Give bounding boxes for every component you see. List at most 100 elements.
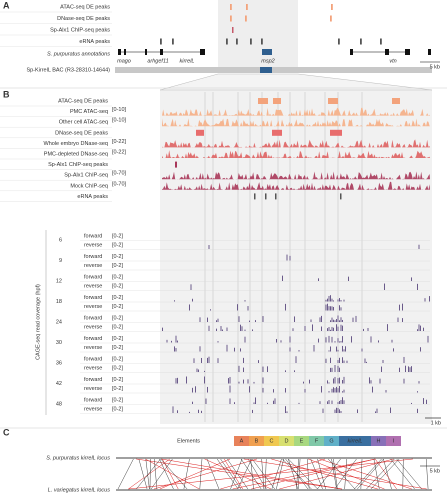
cage-read xyxy=(409,367,411,372)
cage-read xyxy=(286,411,288,413)
cage-read xyxy=(336,407,337,413)
cage-read xyxy=(330,357,331,363)
track-label: eRNA peaks xyxy=(77,194,108,200)
synteny-link xyxy=(223,458,243,490)
cage-read xyxy=(339,377,340,384)
range-label: [0-2] xyxy=(112,304,123,310)
cage-read xyxy=(325,358,327,363)
synteny-link xyxy=(354,458,382,490)
synteny-link xyxy=(159,458,231,490)
range-label: [0-2] xyxy=(112,386,123,392)
range-label: [0-2] xyxy=(112,283,123,289)
cage-read xyxy=(328,400,330,404)
cage-read xyxy=(244,300,246,302)
element-box xyxy=(386,436,401,446)
synteny-link xyxy=(402,458,404,490)
cage-axis-label: CAGE-seq read coverage (hpf) xyxy=(35,284,41,360)
peak xyxy=(226,38,228,45)
cage-read xyxy=(382,359,384,363)
cage-read xyxy=(337,360,339,363)
synteny-link xyxy=(333,458,338,490)
cage-read xyxy=(247,379,249,384)
cage-read xyxy=(334,388,336,393)
cage-read xyxy=(201,357,202,363)
synteny-link xyxy=(366,458,395,490)
cage-read xyxy=(328,350,330,352)
exon xyxy=(200,49,205,55)
range-label: [0-2] xyxy=(112,274,123,280)
cage-read xyxy=(384,283,385,290)
cage-read xyxy=(253,402,255,404)
cage-read xyxy=(334,320,336,322)
strand-label: reverse xyxy=(84,263,102,269)
strand-label: reverse xyxy=(84,386,102,392)
synteny-link xyxy=(396,458,422,490)
cage-read xyxy=(339,400,340,404)
synteny-link xyxy=(128,458,171,490)
element-box xyxy=(339,436,371,446)
strand-label: forward xyxy=(84,397,102,403)
cage-read xyxy=(285,406,286,413)
cage-read xyxy=(337,407,339,413)
cage-read xyxy=(258,360,259,363)
cage-read xyxy=(340,410,342,413)
cage-read xyxy=(423,327,424,331)
highlight-a xyxy=(218,0,298,72)
synteny-link xyxy=(264,458,267,490)
cage-read xyxy=(237,304,238,311)
cage-read xyxy=(336,324,337,331)
cage-read xyxy=(192,401,193,404)
cage-read xyxy=(417,408,418,413)
synteny-link xyxy=(160,458,188,490)
cage-read xyxy=(289,255,291,261)
cage-read xyxy=(192,298,193,302)
cage-read xyxy=(208,245,210,249)
cage-read xyxy=(327,298,328,302)
cage-read xyxy=(328,306,330,311)
cage-read xyxy=(333,319,334,322)
track-label: Sp-Alx1 ChIP-seq peaks xyxy=(48,162,108,168)
cage-read xyxy=(229,398,231,404)
cage-read xyxy=(417,283,418,290)
cage-read xyxy=(333,300,334,302)
track-label: PMC-depleted DNase-seq xyxy=(44,151,108,157)
cage-read xyxy=(174,346,175,352)
peak xyxy=(254,193,256,200)
element-box xyxy=(249,436,264,446)
cage-read xyxy=(333,306,334,311)
strand-label: reverse xyxy=(84,304,102,310)
cage-read xyxy=(186,376,187,384)
cage-read xyxy=(220,326,222,331)
cage-read xyxy=(234,347,235,352)
cage-read xyxy=(303,381,304,384)
peak xyxy=(245,15,247,22)
cage-read xyxy=(294,370,295,372)
cage-read xyxy=(355,315,357,322)
cage-read xyxy=(282,275,283,281)
cage-read xyxy=(426,399,427,404)
range-label: [0-2] xyxy=(112,324,123,330)
cage-read xyxy=(226,344,228,352)
cage-read xyxy=(210,309,211,311)
synteny-link xyxy=(383,458,392,490)
signal-track xyxy=(162,150,430,158)
cage-read xyxy=(405,365,406,372)
cage-read xyxy=(339,385,340,393)
cage-read xyxy=(321,315,322,322)
exon xyxy=(145,49,147,55)
range-label: [0-2] xyxy=(112,377,123,383)
cage-read xyxy=(330,367,331,372)
cage-read xyxy=(340,307,342,311)
track-label: Sp-Alx1 ChIP-seq peaks xyxy=(50,27,110,33)
cage-read xyxy=(337,378,339,384)
range-label: [0-2] xyxy=(112,315,123,321)
scale-label: 1 kb xyxy=(431,420,441,426)
element-label: F xyxy=(315,438,319,444)
track-label: Whole embryo DNase-seq xyxy=(44,141,109,147)
cage-read xyxy=(333,378,334,384)
peak xyxy=(272,129,282,136)
peak xyxy=(328,98,338,104)
element-box xyxy=(234,436,249,446)
cage-read xyxy=(391,339,393,343)
cage-read xyxy=(342,319,343,322)
